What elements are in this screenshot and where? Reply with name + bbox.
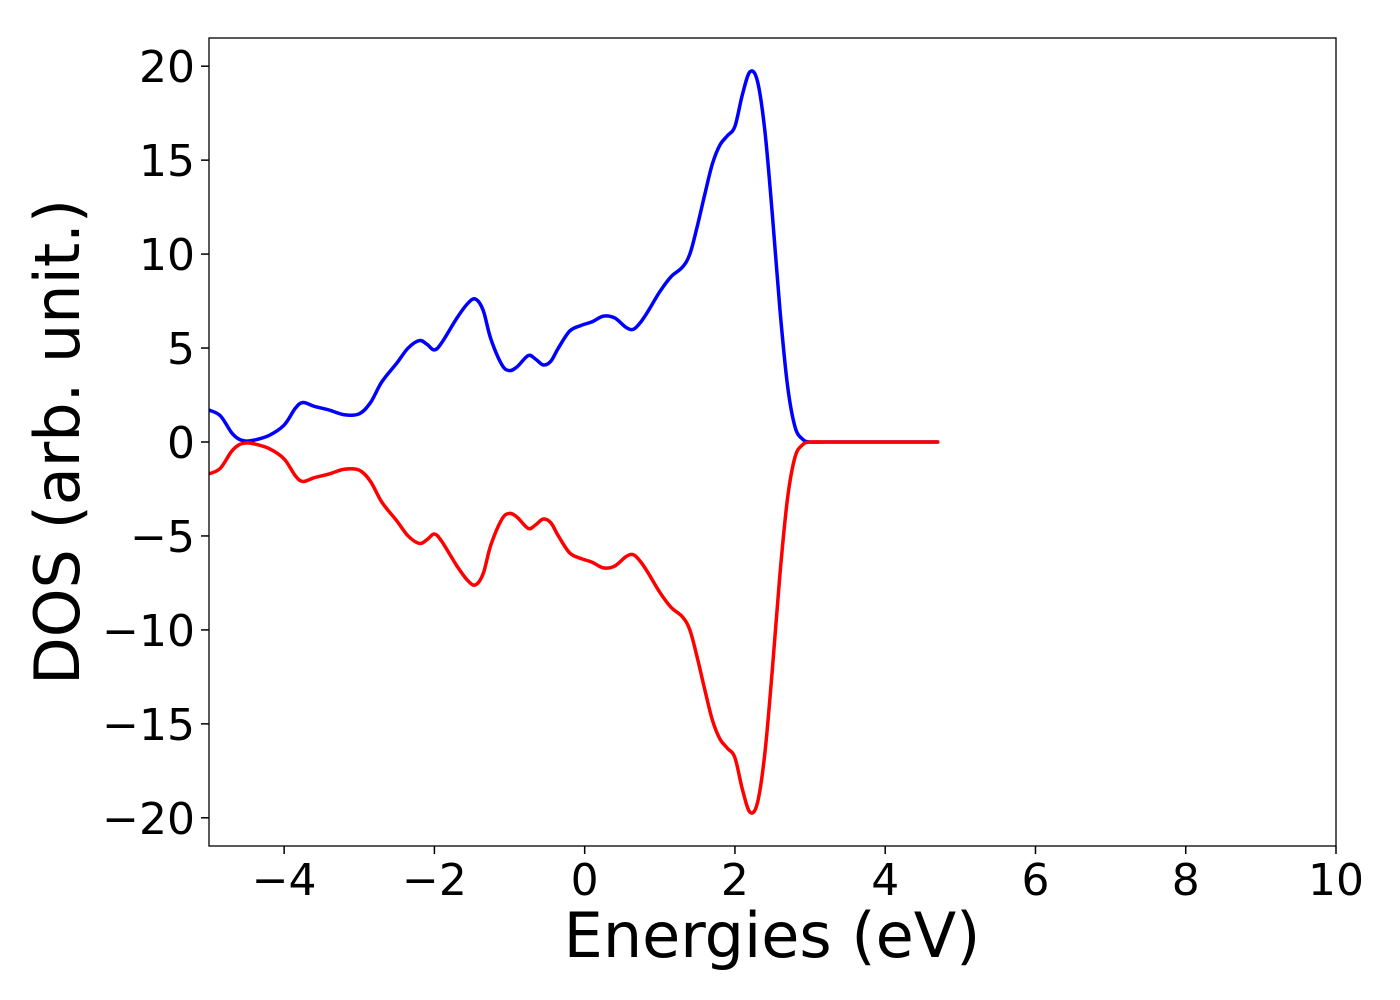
x-axis-title: Energies (eV): [564, 899, 981, 972]
y-tick-label: 5: [167, 324, 195, 375]
series-line-2: [209, 440, 940, 815]
x-axis: −4 −2 0 2 4 6 8 10: [252, 846, 1364, 906]
y-axis-title: DOS (arb. unit.): [21, 199, 94, 685]
x-tick-label: 2: [721, 855, 749, 906]
plot-frame: [208, 37, 1337, 847]
x-tick-label: 0: [571, 855, 599, 906]
y-tick-label: −10: [102, 606, 195, 657]
x-tick-label: −4: [252, 855, 317, 906]
y-tick-label: −5: [130, 512, 195, 563]
y-tick-label: 15: [139, 136, 195, 187]
series-line-1: [209, 69, 940, 444]
y-tick-label: 10: [139, 230, 195, 281]
x-tick-label: 4: [871, 855, 899, 906]
y-tick-label: 20: [139, 42, 195, 93]
y-tick-label: −15: [102, 700, 195, 751]
x-tick-label: −2: [402, 855, 467, 906]
y-axis: −20 −15 −10 −5 0 5 10 15 20: [102, 42, 209, 845]
x-tick-label: 6: [1021, 855, 1049, 906]
y-tick-label: −20: [102, 794, 195, 845]
y-tick-label: 0: [167, 418, 195, 469]
x-tick-label: 8: [1172, 855, 1200, 906]
x-tick-label: 10: [1308, 855, 1364, 906]
series-layer: [209, 69, 940, 815]
